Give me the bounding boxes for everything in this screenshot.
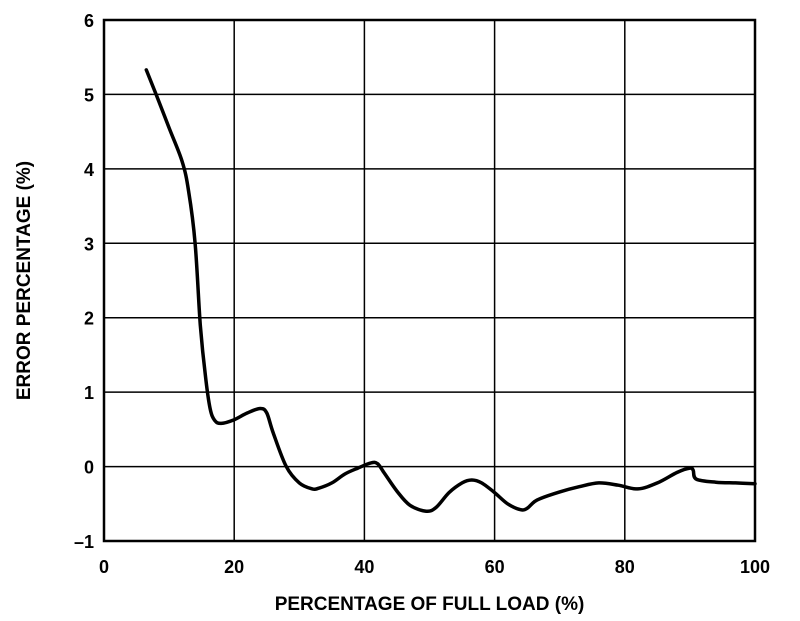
y-tick-label: 4 <box>84 160 94 180</box>
x-tick-label: 60 <box>485 557 505 577</box>
y-tick-label: 5 <box>84 85 94 105</box>
y-axis-tick-labels: –1 0 1 2 3 4 5 6 <box>74 11 94 552</box>
x-axis-tick-labels: 0 20 40 60 80 100 <box>99 557 770 577</box>
x-tick-label: 80 <box>615 557 635 577</box>
grid-lines <box>104 20 755 541</box>
y-tick-label: 1 <box>84 383 94 403</box>
x-axis-title: PERCENTAGE OF FULL LOAD (%) <box>275 594 585 615</box>
plot-frame <box>102 18 757 543</box>
y-tick-label: 0 <box>84 458 94 478</box>
y-tick-label: 6 <box>84 11 94 31</box>
x-tick-label: 20 <box>224 557 244 577</box>
y-tick-label: 2 <box>84 309 94 329</box>
x-tick-label: 0 <box>99 557 109 577</box>
x-tick-label: 40 <box>354 557 374 577</box>
y-tick-label: 3 <box>84 234 94 254</box>
x-tick-label: 100 <box>740 557 770 577</box>
y-tick-label: –1 <box>74 532 94 552</box>
plot-area <box>144 68 757 514</box>
series-line <box>144 68 757 514</box>
y-axis-title: ERROR PERCENTAGE (%) <box>14 161 35 400</box>
